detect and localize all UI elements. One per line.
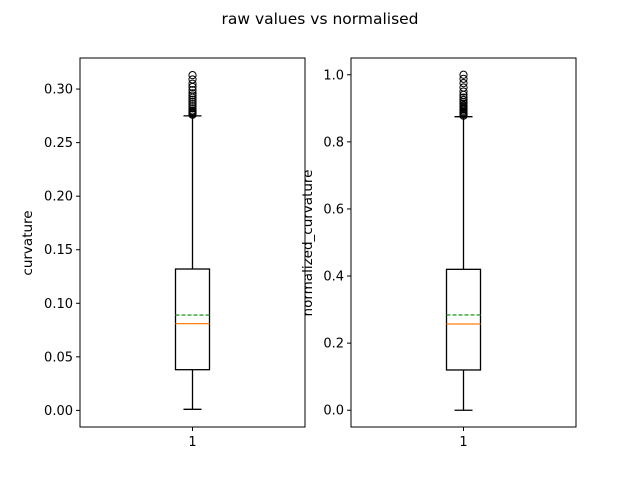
outlier-point [188, 89, 197, 98]
y-tick-label: 0.00 [44, 404, 73, 419]
outlier-point [188, 86, 197, 95]
x-tick-label: 1 [188, 435, 196, 450]
y-tick-label: 0.2 [323, 337, 344, 352]
y-tick-label: 0.05 [44, 350, 73, 365]
y-tick-label: 0.25 [44, 136, 73, 151]
outlier-point [459, 70, 468, 79]
outlier-point [459, 95, 468, 105]
outlier-point [459, 87, 468, 96]
y-tick-label: 0.8 [323, 135, 344, 150]
outlier-point [188, 99, 197, 109]
y-tick-label: 0.0 [323, 404, 344, 419]
outlier-point [188, 75, 197, 84]
outlier-point [188, 95, 197, 104]
y-tick-label: 1.0 [323, 68, 344, 83]
y-axis-label: normalized_curvature [300, 170, 316, 317]
x-tick-label: 1 [459, 435, 467, 450]
figure-title: raw values vs normalised [221, 10, 418, 28]
outlier-point [188, 91, 197, 100]
y-tick-label: 0.15 [44, 243, 73, 258]
outlier-point [459, 83, 468, 92]
box [174, 268, 211, 371]
y-axis-label: curvature [20, 210, 36, 275]
outlier-point [459, 74, 468, 83]
outlier-point [188, 104, 197, 113]
outlier-point [188, 106, 197, 115]
outlier-point [188, 71, 197, 80]
outlier-point [459, 93, 468, 102]
outlier-point [188, 97, 197, 107]
y-tick-label: 0.6 [323, 202, 344, 217]
outlier-point [459, 79, 468, 88]
outlier-point [188, 79, 197, 88]
y-tick-label: 0.20 [44, 190, 73, 205]
y-tick-label: 0.4 [323, 270, 344, 285]
y-tick-label: 0.30 [44, 83, 73, 98]
subplot-curvature: 0.00 0.05 0.10 0.15 0.20 0.25 0.30 1 curvature [20, 57, 306, 450]
subplot-normalized-curvature: 0.0 0.2 0.4 0.6 0.8 1.0 1 normalized_curvature [300, 57, 577, 450]
box [445, 268, 482, 371]
y-tick-label: 0.10 [44, 297, 73, 312]
outlier-point [188, 102, 197, 111]
